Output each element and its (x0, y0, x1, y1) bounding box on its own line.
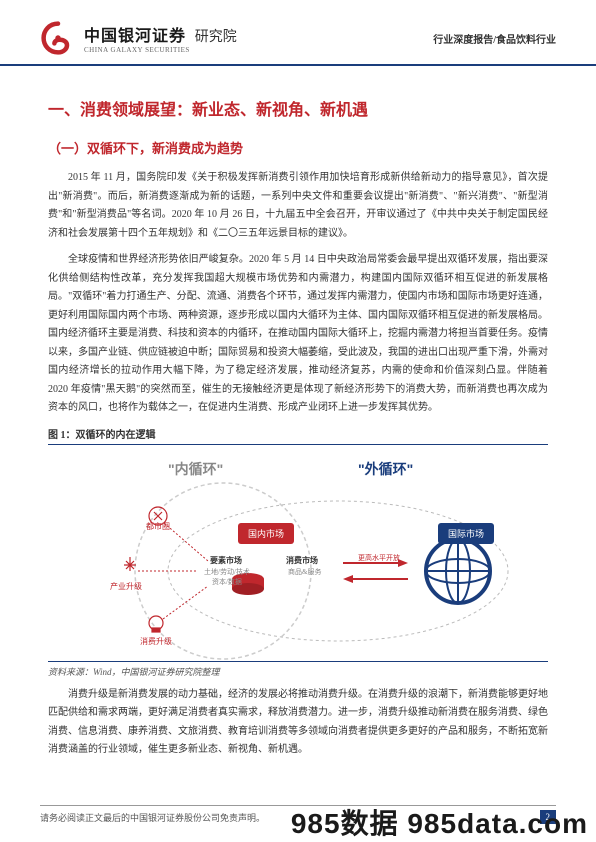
figure-source: 资料来源：Wind，中国银河证券研究院整理 (48, 661, 548, 678)
heading-1: 一、消费领域展望：新业态、新视角、新机遇 (48, 96, 548, 120)
logo-suffix: 研究院 (195, 30, 237, 45)
paragraph-2: 全球疫情和世界经济形势依旧严峻复杂。2020 年 5 月 14 日中央政治局常委… (48, 251, 548, 418)
intl-sub-label: 更高水平开放 (358, 553, 400, 563)
logo-text: 中国银河证券 研究院 CHINA GALAXY SECURITIES (84, 22, 237, 54)
disclaimer-text: 请务必阅读正文最后的中国银河证券股份公司免责声明。 (40, 811, 265, 824)
consume-market-label: 消费市场 (286, 555, 318, 566)
paragraph-3: 消费升级是新消费发展的动力基础，经济的发展必将推动消费升级。在消费升级的浪潮下，… (48, 686, 548, 760)
paragraph-1: 2015 年 11 月，国务院印发《关于积极发挥新消费引领作用加快培育形成新供给… (48, 169, 548, 243)
content-area: 一、消费领域展望：新业态、新视角、新机遇 （一）双循环下，新消费成为趋势 201… (0, 66, 596, 760)
figure-title: 图 1：双循环的内在逻辑 (48, 426, 548, 445)
logo-cn-text: 中国银河证券 (84, 28, 186, 45)
domestic-market-label: 国内市场 (238, 523, 294, 544)
intl-market-label: 国际市场 (438, 523, 494, 544)
logo-chinese: 中国银河证券 研究院 (84, 22, 237, 46)
figure-diagram: "内循环" "外循环" (48, 451, 548, 661)
node-2-label: 产业升级 (110, 581, 142, 592)
factor-sub-label: 土地/劳动/技术 资本/数据 (204, 567, 250, 587)
logo-area: 中国银河证券 研究院 CHINA GALAXY SECURITIES (40, 20, 237, 56)
page-header: 中国银河证券 研究院 CHINA GALAXY SECURITIES 行业深度报… (0, 0, 596, 66)
consume-sub-label: 商品&服务 (288, 567, 321, 577)
node-1-label: 都市圈 (146, 521, 170, 532)
logo-en-text: CHINA GALAXY SECURITIES (84, 46, 237, 54)
heading-2: （一）双循环下，新消费成为趋势 (48, 138, 548, 157)
watermark: 985数据 985data.com (291, 802, 588, 842)
report-category: 行业深度报告/食品饮料行业 (433, 31, 556, 46)
factor-market-label: 要素市场 (210, 555, 242, 566)
galaxy-logo-icon (40, 20, 76, 56)
node-3-label: 消费升级 (140, 636, 172, 647)
